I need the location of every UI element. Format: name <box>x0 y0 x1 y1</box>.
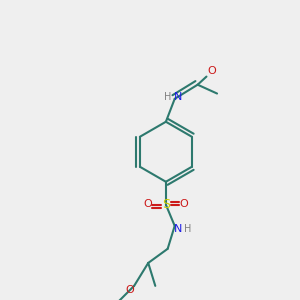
Text: N: N <box>174 92 182 102</box>
Text: O: O <box>125 285 134 295</box>
Text: S: S <box>162 198 170 211</box>
Text: O: O <box>207 66 216 76</box>
Text: O: O <box>179 199 188 209</box>
Text: H: H <box>184 224 192 234</box>
Text: N: N <box>174 224 182 234</box>
Text: O: O <box>144 199 153 209</box>
Text: H: H <box>164 92 171 102</box>
